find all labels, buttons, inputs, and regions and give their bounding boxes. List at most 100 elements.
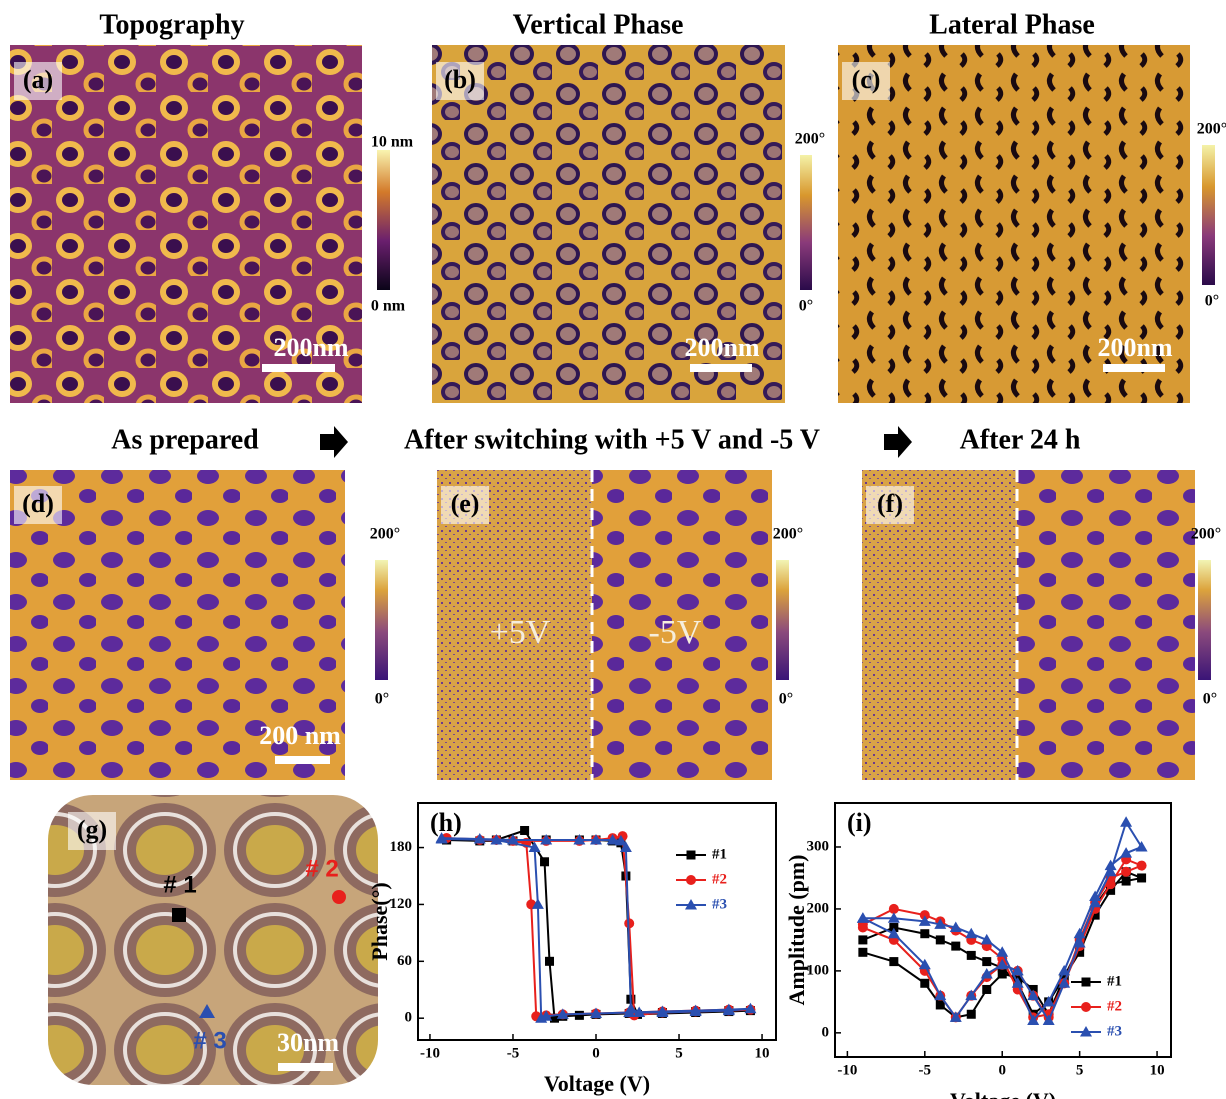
- colorbar: [800, 155, 812, 290]
- colorbar-min: 0 nm: [371, 298, 406, 315]
- marker: [1120, 816, 1132, 827]
- marker: [982, 957, 991, 966]
- marker: [936, 1000, 945, 1009]
- arrow: [320, 426, 348, 458]
- colorbar-min: 0°: [1205, 293, 1219, 310]
- scale-label: 200nm: [273, 333, 348, 362]
- colorbar-max: 200°: [370, 526, 400, 543]
- legend-label: #3: [712, 896, 727, 912]
- y-tick-label: 0: [405, 1010, 413, 1026]
- x-tick-label: -5: [507, 1045, 520, 1061]
- x-tick-label: -10: [420, 1045, 440, 1061]
- figure: Topography Vertical Phase Lateral Phase …: [0, 0, 1226, 1099]
- colorbar-max: 200°: [1197, 121, 1226, 138]
- panel-label: (b): [444, 65, 476, 94]
- colorbar-min: 0°: [799, 298, 813, 315]
- x-tick-label: 5: [675, 1045, 683, 1061]
- marker: [982, 985, 991, 994]
- x-axis-label: Voltage (V): [950, 1088, 1056, 1099]
- marker: [936, 935, 945, 944]
- bias-label: +5V: [490, 614, 551, 651]
- scale-label: 200 nm: [259, 721, 341, 750]
- legend-label: #1: [712, 846, 727, 862]
- x-tick-label: 0: [998, 1062, 1006, 1078]
- x-tick-label: -10: [837, 1062, 857, 1078]
- x-tick-label: 10: [1150, 1062, 1165, 1078]
- chart-title: (h): [430, 808, 462, 837]
- y-tick-label: 60: [397, 953, 412, 969]
- colorbar-min: 0°: [1203, 691, 1217, 708]
- marker: [1137, 861, 1147, 871]
- marker: [889, 957, 898, 966]
- legend-marker: [1081, 1002, 1091, 1012]
- point-marker: [172, 908, 186, 922]
- panel-label: (d): [22, 489, 54, 518]
- scale-label: 200nm: [1097, 333, 1172, 362]
- scale-bar: [278, 1063, 333, 1071]
- legend-label: #2: [712, 871, 727, 887]
- panel-label: (a): [23, 65, 53, 94]
- y-axis-label: Amplitude (pm): [784, 855, 809, 1006]
- marker: [575, 1011, 584, 1020]
- series-line: [447, 836, 751, 1016]
- arrow: [884, 426, 912, 458]
- y-tick-label: 100: [807, 962, 830, 978]
- marker: [1136, 841, 1148, 852]
- chart-title: (i): [847, 808, 872, 837]
- panel-label: (e): [451, 489, 480, 518]
- y-tick-label: 120: [390, 896, 413, 912]
- point-label: # 3: [193, 1027, 226, 1054]
- header: Lateral Phase: [929, 9, 1095, 40]
- legend-label: #3: [1107, 1023, 1122, 1039]
- colorbar-min: 0°: [779, 691, 793, 708]
- marker: [858, 948, 867, 957]
- colorbar-max: 200°: [1191, 526, 1221, 543]
- header: Topography: [99, 9, 244, 40]
- scale-label: 30nm: [277, 1028, 339, 1057]
- marker: [1122, 877, 1131, 886]
- colorbar: [1202, 145, 1215, 285]
- colorbar-max: 200°: [773, 526, 803, 543]
- scale-label: 200nm: [684, 333, 759, 362]
- x-tick-label: 5: [1076, 1062, 1084, 1078]
- legend-marker: [1082, 978, 1091, 987]
- row-caption: After switching with +5 V and -5 V: [404, 424, 820, 455]
- legend-label: #2: [1107, 998, 1122, 1014]
- colorbar: [776, 560, 789, 680]
- marker: [1121, 867, 1131, 877]
- series-line: [442, 838, 751, 1018]
- marker: [520, 826, 529, 835]
- panel-label: (c): [852, 65, 881, 94]
- x-tick-label: 10: [755, 1045, 770, 1061]
- y-tick-label: 200: [807, 900, 830, 916]
- marker: [858, 935, 867, 944]
- series-line: [863, 822, 1142, 1020]
- marker: [967, 1010, 976, 1019]
- afm-image: [1017, 470, 1195, 780]
- header: Vertical Phase: [513, 9, 684, 40]
- point-marker: [332, 890, 346, 904]
- marker: [967, 951, 976, 960]
- series-line: [447, 830, 751, 1018]
- x-tick-label: -5: [919, 1062, 932, 1078]
- y-tick-label: 0: [822, 1024, 830, 1040]
- scale-bar: [1103, 364, 1165, 372]
- row-caption: After 24 h: [960, 424, 1081, 455]
- marker: [540, 857, 549, 866]
- series-line: [863, 859, 1142, 1017]
- marker: [951, 942, 960, 951]
- scale-bar: [275, 756, 330, 764]
- row-caption: As prepared: [111, 424, 259, 455]
- scale-bar: [690, 364, 752, 372]
- panel-label: (g): [77, 815, 107, 844]
- colorbar-max: 10 nm: [371, 134, 414, 151]
- y-axis-label: Phase(°): [367, 882, 392, 960]
- legend-marker: [686, 875, 696, 885]
- colorbar: [1198, 560, 1211, 680]
- marker: [920, 979, 929, 988]
- marker: [545, 957, 554, 966]
- colorbar: [375, 560, 388, 680]
- bias-label: -5V: [649, 614, 702, 651]
- point-label: # 2: [305, 855, 338, 882]
- marker: [920, 929, 929, 938]
